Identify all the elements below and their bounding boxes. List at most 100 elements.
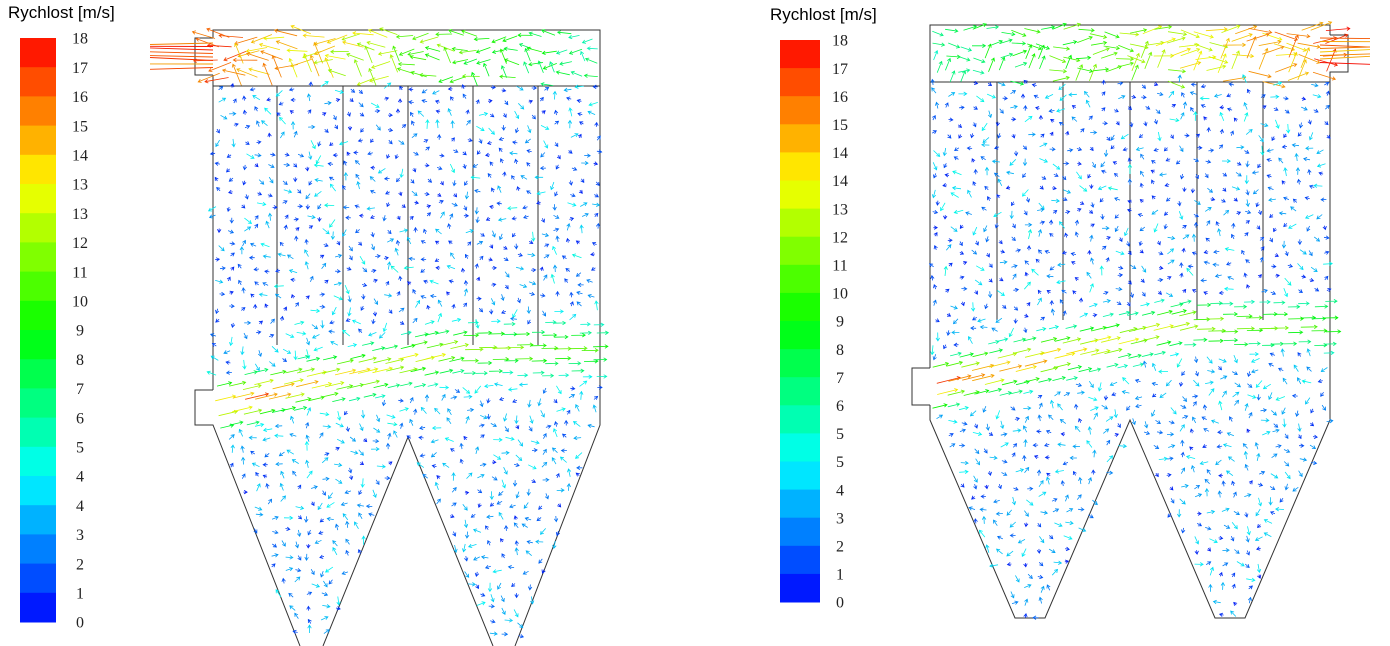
flow-vector xyxy=(1090,184,1094,188)
flow-vector xyxy=(335,479,341,483)
flow-vector xyxy=(556,236,560,242)
flow-vector xyxy=(959,444,964,448)
flow-vector xyxy=(515,159,519,164)
legend-label: 1 xyxy=(836,567,844,584)
flow-vector xyxy=(280,484,283,491)
flow-vector xyxy=(233,58,257,62)
flow-vector xyxy=(480,593,484,596)
flow-vector xyxy=(961,362,979,367)
flow-vector xyxy=(1232,51,1240,69)
flow-vector xyxy=(290,270,298,273)
flow-vector xyxy=(1219,145,1222,149)
flow-vector xyxy=(1079,478,1083,484)
flow-vector xyxy=(953,171,962,175)
flow-vector xyxy=(1118,273,1123,277)
flow-vector xyxy=(527,150,532,154)
flow-vector xyxy=(1014,338,1026,342)
flow-vector xyxy=(570,302,573,306)
flow-vector xyxy=(517,298,520,303)
flow-vector xyxy=(512,583,515,586)
flow-vector xyxy=(1037,549,1041,553)
flow-vector xyxy=(510,152,518,156)
flow-vector xyxy=(1206,160,1211,163)
flow-vector xyxy=(954,319,959,324)
flow-vector xyxy=(256,368,268,372)
flow-vector xyxy=(542,374,553,378)
flow-vector xyxy=(1077,208,1081,211)
flow-vector xyxy=(1227,471,1233,476)
flow-vector xyxy=(438,300,442,306)
flow-vector xyxy=(1298,60,1307,80)
flow-vector xyxy=(359,103,363,107)
flow-vector xyxy=(479,424,484,427)
flow-vector xyxy=(1142,292,1145,296)
flow-vector xyxy=(1208,149,1213,153)
flow-vector xyxy=(1309,132,1313,139)
flow-vector xyxy=(332,398,345,402)
flow-vector xyxy=(557,50,568,54)
flow-vector xyxy=(442,395,445,401)
flow-vector xyxy=(567,97,571,101)
flow-vector xyxy=(515,128,518,133)
flow-vector xyxy=(326,567,333,572)
flow-vector xyxy=(524,215,529,218)
flow-vector xyxy=(1012,601,1018,605)
flow-vector xyxy=(239,430,243,437)
flow-vector xyxy=(233,99,236,103)
flow-vector xyxy=(521,176,527,180)
flow-vector xyxy=(480,463,486,467)
flow-vector xyxy=(1275,64,1297,73)
flow-vector xyxy=(950,71,955,82)
flow-vector xyxy=(960,251,964,254)
flow-vector xyxy=(532,115,535,119)
flow-vector xyxy=(1285,110,1289,113)
flow-vector xyxy=(1014,307,1018,310)
flow-vector xyxy=(361,410,365,418)
flow-vector xyxy=(1041,511,1048,515)
flow-vector xyxy=(1061,432,1065,436)
flow-vector xyxy=(582,213,588,216)
flow-vector xyxy=(150,58,213,61)
flow-vector xyxy=(1180,273,1184,277)
flow-vector xyxy=(1170,135,1173,139)
legend-band xyxy=(20,96,56,126)
flow-vector xyxy=(1258,483,1263,486)
flow-vector xyxy=(997,195,1000,199)
flow-vector xyxy=(450,77,465,83)
flow-vector xyxy=(437,193,440,196)
flow-vector xyxy=(431,294,437,298)
flow-vector xyxy=(490,632,497,636)
flow-vector xyxy=(413,318,417,323)
flow-vector xyxy=(1157,92,1163,96)
flow-vector xyxy=(504,258,508,261)
flow-vector xyxy=(1060,222,1065,229)
flow-vector xyxy=(1146,106,1150,109)
legend-label: 0 xyxy=(836,595,844,612)
flow-vector xyxy=(1262,431,1270,435)
flow-vector xyxy=(1257,547,1261,551)
flow-vector xyxy=(490,114,494,117)
flow-vector xyxy=(409,101,414,105)
flow-vector xyxy=(1246,551,1249,555)
flow-vector xyxy=(497,202,502,206)
flow-vector xyxy=(1250,352,1259,356)
flow-vector xyxy=(945,289,949,292)
flow-vector xyxy=(1237,562,1244,566)
flow-vector xyxy=(1014,319,1018,324)
flow-vector xyxy=(544,275,547,280)
flow-vector xyxy=(1036,259,1039,262)
flow-vector xyxy=(597,150,602,154)
legend-label: 9 xyxy=(836,314,844,331)
flow-vector xyxy=(306,435,309,441)
flow-vector xyxy=(474,529,481,533)
flow-vector xyxy=(1246,221,1250,224)
flow-vector xyxy=(983,137,989,142)
flow-vector xyxy=(486,526,489,530)
flow-vector xyxy=(1158,132,1162,141)
flow-vector xyxy=(1065,547,1069,551)
flow-vector xyxy=(471,514,475,517)
flow-vector xyxy=(576,405,580,412)
flow-vector xyxy=(934,233,937,237)
flow-vector xyxy=(515,416,519,424)
flow-vector xyxy=(952,331,959,335)
